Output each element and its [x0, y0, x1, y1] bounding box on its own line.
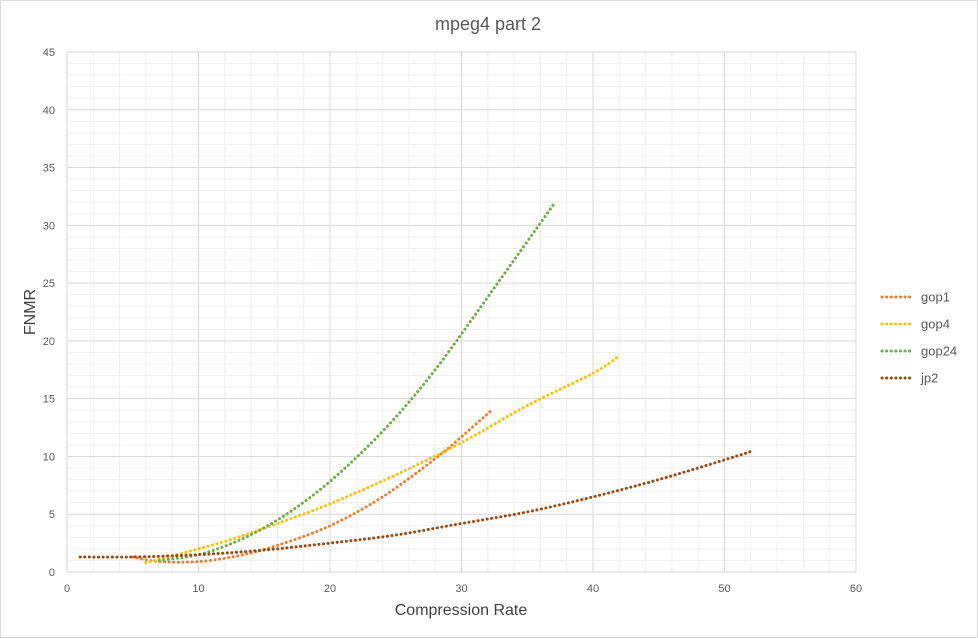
y-tick-label: 10	[43, 451, 55, 463]
legend-label-gop1: gop1	[921, 290, 950, 305]
grid	[66, 51, 857, 573]
x-tick-label: 60	[850, 583, 862, 595]
y-tick-label: 15	[43, 394, 55, 406]
tick-labels: 0 10 20 30 40 50 60 0 5 10 15 20 25 30 35 40 45	[43, 47, 862, 595]
y-axis-title: FNMR	[22, 289, 39, 335]
y-tick-label: 20	[43, 336, 55, 348]
y-tick-label: 5	[49, 509, 55, 521]
chart-title: mpeg4 part 2	[435, 14, 541, 34]
series-line-jp2	[78, 449, 755, 559]
x-tick-label: 40	[587, 583, 599, 595]
series-line-gop24	[157, 203, 556, 562]
legend-label-gop4: gop4	[921, 317, 950, 332]
y-tick-label: 30	[43, 220, 55, 232]
x-tick-label: 30	[455, 583, 467, 595]
y-tick-label: 35	[43, 163, 55, 175]
y-tick-label: 45	[43, 47, 55, 59]
x-tick-label: 0	[64, 583, 70, 595]
series-line-gop4	[144, 354, 621, 565]
series-line-gop1	[131, 409, 492, 564]
y-tick-label: 25	[43, 278, 55, 290]
legend-label-jp2: jp2	[920, 371, 938, 386]
x-tick-label: 10	[192, 583, 204, 595]
legend: gop1 gop4 gop24 jp2	[880, 290, 957, 386]
series-lines	[78, 203, 755, 565]
y-tick-label: 0	[49, 567, 55, 579]
x-axis-title: Compression Rate	[395, 602, 528, 619]
x-tick-label: 50	[718, 583, 730, 595]
x-tick-label: 20	[324, 583, 336, 595]
legend-label-gop24: gop24	[921, 344, 957, 359]
y-tick-label: 40	[43, 105, 55, 117]
